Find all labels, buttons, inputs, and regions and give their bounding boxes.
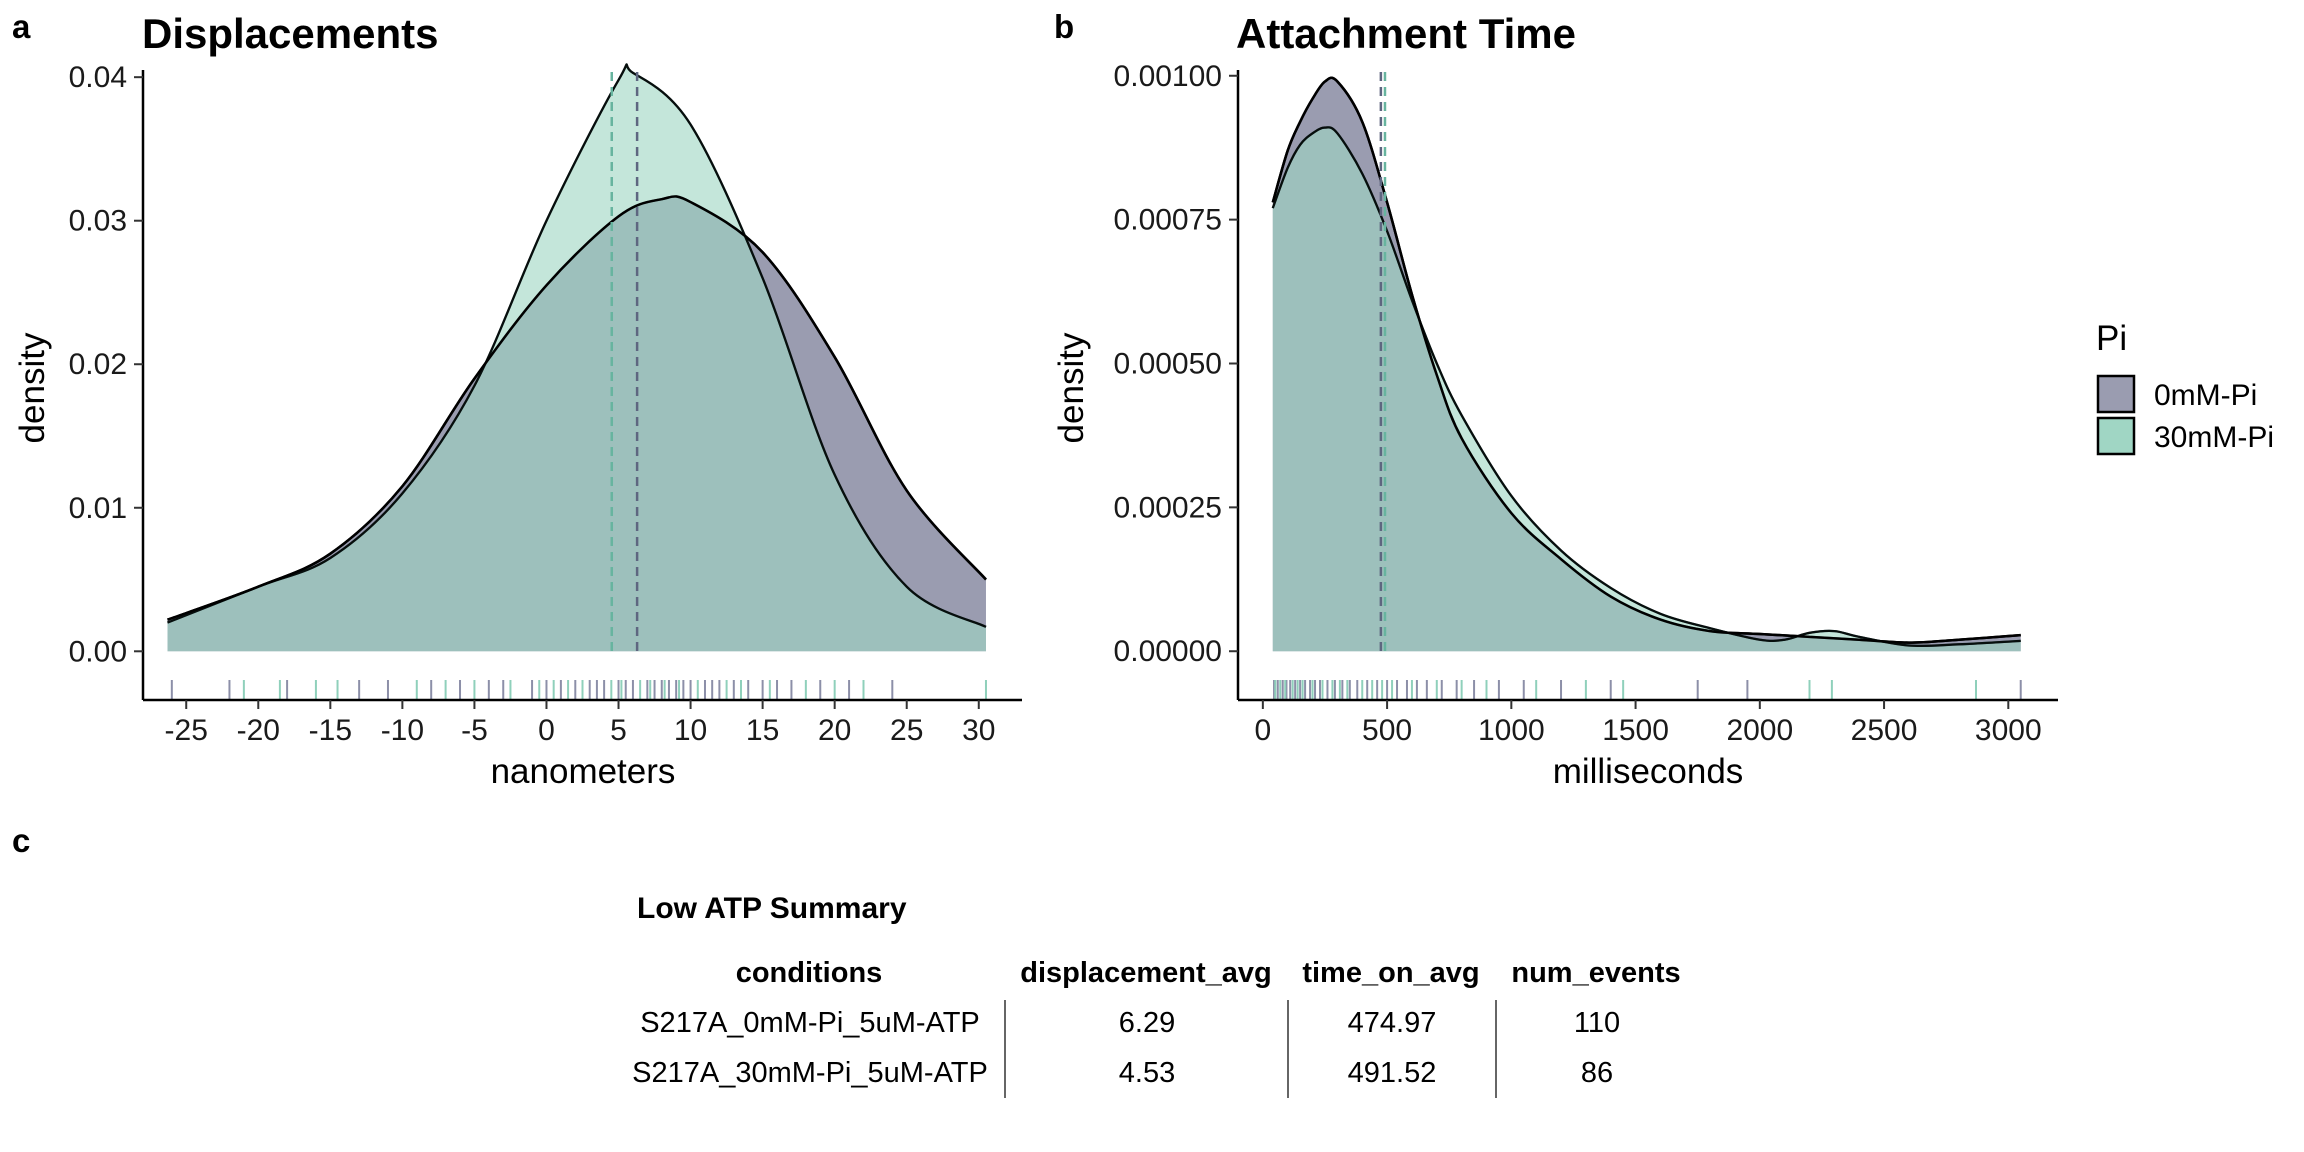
y-tick-label: 0.00075 [1114, 204, 1222, 237]
x-tick-label: 1000 [1478, 714, 1545, 747]
panel-letter-b: b [1054, 8, 1074, 45]
table-row: S217A_0mM-Pi_5uM-ATP 6.29 474.97 110 [640, 1007, 1620, 1039]
displacements-chart: Displacements -25 -20 -15 -10 -5 0 5 10 15 20 25 30… [13, 10, 1022, 791]
y-tick-label: 0.03 [69, 205, 127, 238]
x-tick-label: -20 [237, 714, 280, 747]
legend-label-0mM-Pi: 0mM-Pi [2154, 379, 2257, 412]
density-area-30mM-Pi [1272, 127, 2021, 652]
legend-swatch-30mM-Pi [2096, 416, 2136, 456]
table-header-conditions: conditions [736, 957, 883, 989]
x-axis-title: nanometers [491, 752, 676, 791]
x-tick-label: 10 [674, 714, 707, 747]
table-cell: 110 [1574, 1007, 1620, 1039]
x-tick-label: 0 [1255, 714, 1272, 747]
y-tick-label: 0.00100 [1114, 60, 1222, 93]
legend: Pi 0mM-Pi 30mM-Pi [2096, 319, 2274, 456]
legend-title: Pi [2096, 319, 2127, 358]
x-tick-label: -5 [461, 714, 488, 747]
table-title: Low ATP Summary [637, 892, 907, 925]
density-outline-30mM-Pi [1271, 126, 2021, 648]
table-cell: 4.53 [1119, 1057, 1175, 1089]
summary-table: Low ATP Summary conditions displacement_… [632, 892, 1681, 1098]
y-axis-title: density [13, 332, 52, 443]
x-tick-label: 25 [890, 714, 923, 747]
x-tick-label: -15 [309, 714, 352, 747]
table-cell: S217A_0mM-Pi_5uM-ATP [640, 1007, 980, 1039]
density-outline-0mM-Pi [167, 195, 987, 621]
legend-label-30mM-Pi: 30mM-Pi [2154, 421, 2274, 454]
attachment-time-chart: Attachment Time 0 500 1000 1500 2000 2500 3000… [1052, 10, 2058, 791]
x-tick-label: 2500 [1851, 714, 1918, 747]
y-tick-label: 0.04 [69, 61, 127, 94]
y-tick-label: 0.01 [69, 492, 127, 525]
table-cell: 6.29 [1119, 1007, 1175, 1039]
x-tick-label: 30 [962, 714, 995, 747]
panel-letter-a: a [12, 8, 31, 45]
y-tick-label: 0.00050 [1114, 347, 1222, 380]
table-header-time-on-avg: time_on_avg [1302, 957, 1479, 989]
y-tick-label: 0.00 [69, 635, 127, 668]
panel-letter-c: c [12, 822, 30, 859]
table-cell: S217A_30mM-Pi_5uM-ATP [632, 1057, 988, 1089]
density-outline-0mM-Pi [1271, 76, 2021, 644]
y-axis-title: density [1052, 332, 1091, 443]
chart-title: Attachment Time [1236, 10, 1576, 57]
x-tick-label: 2000 [1726, 714, 1793, 747]
density-area-30mM-Pi [167, 64, 986, 652]
x-tick-label: -10 [381, 714, 424, 747]
x-tick-label: 20 [818, 714, 851, 747]
y-tick-label: 0.00000 [1114, 635, 1222, 668]
density-outline-30mM-Pi [167, 63, 987, 628]
chart-title: Displacements [142, 10, 438, 57]
x-tick-label: 3000 [1975, 714, 2042, 747]
table-header-displacement-avg: displacement_avg [1020, 957, 1271, 989]
x-tick-label: -25 [165, 714, 208, 747]
x-tick-label: 5 [610, 714, 627, 747]
table-cell: 86 [1581, 1057, 1613, 1089]
x-tick-label: 15 [746, 714, 779, 747]
y-tick-label: 0.02 [69, 348, 127, 381]
table-row: S217A_30mM-Pi_5uM-ATP 4.53 491.52 86 [632, 1057, 1613, 1089]
y-tick-label: 0.00025 [1114, 491, 1222, 524]
table-cell: 491.52 [1348, 1057, 1437, 1089]
legend-swatch-0mM-Pi [2096, 374, 2136, 414]
x-tick-label: 500 [1362, 714, 1412, 747]
x-tick-label: 1500 [1602, 714, 1669, 747]
table-cell: 474.97 [1348, 1007, 1437, 1039]
x-tick-label: 0 [538, 714, 555, 747]
table-header-num-events: num_events [1511, 957, 1680, 989]
x-axis-title: milliseconds [1553, 752, 1744, 791]
